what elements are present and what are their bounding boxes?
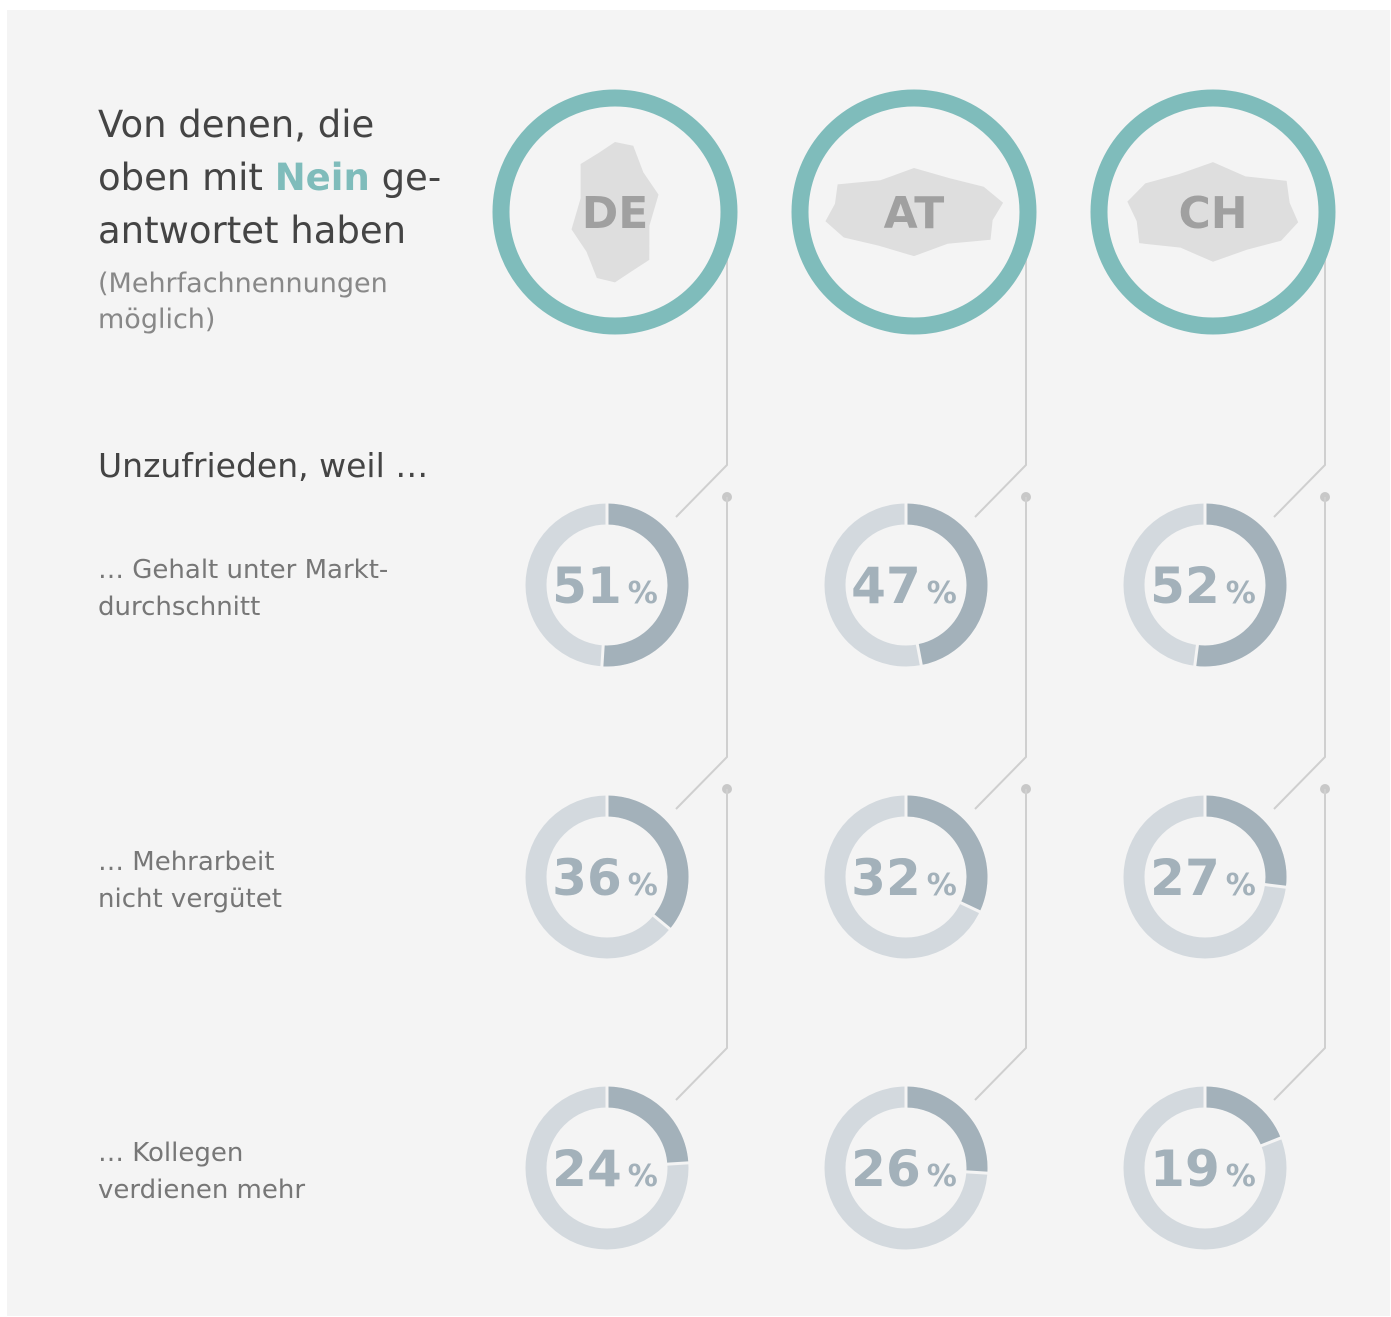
country-map — [1127, 162, 1299, 262]
donut-segment — [905, 503, 988, 666]
title-text: ge-antwortet haben — [98, 156, 442, 252]
section-label: Unzufrieden, weil … — [98, 446, 429, 485]
value-number: 24 — [552, 1140, 622, 1198]
segment-gap — [1259, 1136, 1283, 1148]
segment-gap — [964, 1170, 989, 1175]
subtitle: (Mehrfachnennungen möglich) — [98, 268, 388, 335]
donut-segment — [1204, 1086, 1281, 1147]
row-label: … Mehrarbeit nicht vergütet — [98, 847, 282, 914]
value-unit: % — [1226, 576, 1256, 611]
title-text: Von denen, die oben mit — [98, 103, 375, 199]
value-label: 19% — [1150, 1140, 1256, 1198]
connector-line — [675, 497, 728, 810]
donut-segment — [606, 1086, 689, 1165]
segment-gap — [600, 643, 605, 668]
donut-segment — [905, 795, 988, 912]
donut-segment — [905, 1086, 988, 1174]
segment-gap — [915, 642, 924, 667]
value-unit: % — [927, 1159, 957, 1194]
donut-segment — [1204, 795, 1287, 888]
connector-line — [675, 789, 728, 1101]
segment-gap — [665, 1161, 690, 1166]
segment-gap — [1193, 643, 1200, 668]
segment-gap — [1263, 882, 1288, 889]
title-highlight: Nein — [274, 156, 370, 199]
value-number: 32 — [851, 849, 921, 907]
value-number: 51 — [552, 557, 622, 615]
segment-gap — [958, 900, 982, 914]
donut-segment — [1194, 503, 1287, 667]
row-label: … Kollegen verdienen mehr — [98, 1138, 306, 1205]
value-label: 36% — [552, 849, 658, 907]
value-unit: % — [1226, 868, 1256, 903]
value-label: 52% — [1150, 557, 1256, 615]
value-unit: % — [927, 576, 957, 611]
value-label: 27% — [1150, 849, 1256, 907]
value-unit: % — [628, 1159, 658, 1194]
country-map — [571, 142, 659, 283]
country-label: CH — [1178, 188, 1247, 239]
title: Von denen, die oben mit Nein ge-antworte… — [98, 98, 468, 257]
connector-line — [675, 205, 728, 518]
value-unit: % — [628, 576, 658, 611]
value-unit: % — [927, 868, 957, 903]
connector-line — [974, 789, 1027, 1101]
value-label: 24% — [552, 1140, 658, 1198]
connector-line — [1273, 789, 1326, 1101]
country-ring — [1090, 89, 1336, 335]
donut-segment — [601, 503, 689, 667]
country-ring — [492, 89, 738, 335]
value-number: 26 — [851, 1140, 921, 1198]
value-label: 32% — [851, 849, 957, 907]
connector-line — [1273, 497, 1326, 810]
value-number: 36 — [552, 849, 622, 907]
value-number: 27 — [1150, 849, 1220, 907]
country-ring — [791, 89, 1037, 335]
segment-gap — [651, 913, 672, 932]
value-number: 47 — [851, 557, 921, 615]
connector-line — [1273, 205, 1326, 518]
row-label: … Gehalt unter Markt-durchschnitt — [98, 555, 389, 622]
value-unit: % — [628, 868, 658, 903]
value-label: 26% — [851, 1140, 957, 1198]
country-label: DE — [582, 188, 649, 239]
value-number: 52 — [1150, 557, 1220, 615]
connector-line — [974, 205, 1027, 518]
value-label: 47% — [851, 557, 957, 615]
donut-segment — [606, 795, 689, 929]
value-label: 51% — [552, 557, 658, 615]
value-number: 19 — [1150, 1140, 1220, 1198]
value-unit: % — [1226, 1159, 1256, 1194]
country-map — [825, 167, 1004, 257]
connector-line — [974, 497, 1027, 810]
country-label: AT — [884, 188, 945, 239]
